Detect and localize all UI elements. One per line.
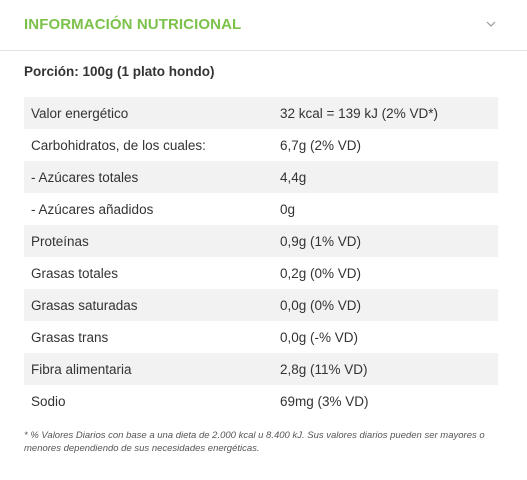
nutrient-label: - Azúcares añadidos [31, 201, 154, 217]
nutrient-value: 0,9g (1% VD) [280, 225, 498, 257]
table-row: Grasas saturadas 0,0g (0% VD) [24, 289, 498, 321]
nutrient-label: Carbohidratos, de los cuales: [31, 137, 206, 153]
nutrient-value: 69mg (3% VD) [280, 393, 369, 409]
nutrient-label: Grasas totales [31, 265, 119, 281]
table-row: Carbohidratos, de los cuales: 6,7g (2% V… [24, 129, 498, 161]
chevron-down-icon[interactable] [485, 19, 497, 29]
nutrient-label: Fibra alimentaria [24, 353, 280, 385]
nutrient-label: - Azúcares totales [24, 161, 280, 193]
table-row: - Azúcares totales 4,4g [24, 161, 498, 193]
table-row: Valor energético 32 kcal = 139 kJ (2% VD… [24, 97, 498, 129]
table-row: - Azúcares añadidos 0g [24, 193, 498, 225]
table-row: Grasas totales 0,2g (0% VD) [24, 257, 498, 289]
nutrient-label: Grasas trans [31, 329, 109, 345]
nutrient-label: Grasas saturadas [24, 289, 280, 321]
nutrition-table: Valor energético 32 kcal = 139 kJ (2% VD… [24, 97, 498, 417]
table-row: Proteínas 0,9g (1% VD) [24, 225, 498, 257]
nutrient-value: 0,2g (0% VD) [280, 265, 362, 281]
nutrient-value: 0g [280, 201, 296, 217]
section-title: INFORMACIÓN NUTRICIONAL [24, 16, 242, 33]
portion-size: Porción: 100g (1 plato hondo) [24, 64, 215, 79]
nutrient-value: 32 kcal = 139 kJ (2% VD*) [280, 97, 498, 129]
nutrient-label: Sodio [31, 393, 66, 409]
nutrient-value: 2,8g (11% VD) [280, 353, 498, 385]
footnote: * % Valores Diarios con base a una dieta… [24, 430, 485, 454]
nutrient-value: 0,0g (0% VD) [280, 289, 498, 321]
table-row: Sodio 69mg (3% VD) [24, 385, 498, 417]
accordion-header[interactable]: INFORMACIÓN NUTRICIONAL [0, 0, 527, 51]
nutrient-label: Proteínas [24, 225, 280, 257]
nutrient-value: 0,0g (-% VD) [280, 329, 359, 345]
nutrient-label: Valor energético [24, 97, 280, 129]
table-row: Grasas trans 0,0g (-% VD) [24, 321, 498, 353]
nutrient-value: 6,7g (2% VD) [280, 137, 362, 153]
table-row: Fibra alimentaria 2,8g (11% VD) [24, 353, 498, 385]
nutrient-value: 4,4g [280, 161, 498, 193]
